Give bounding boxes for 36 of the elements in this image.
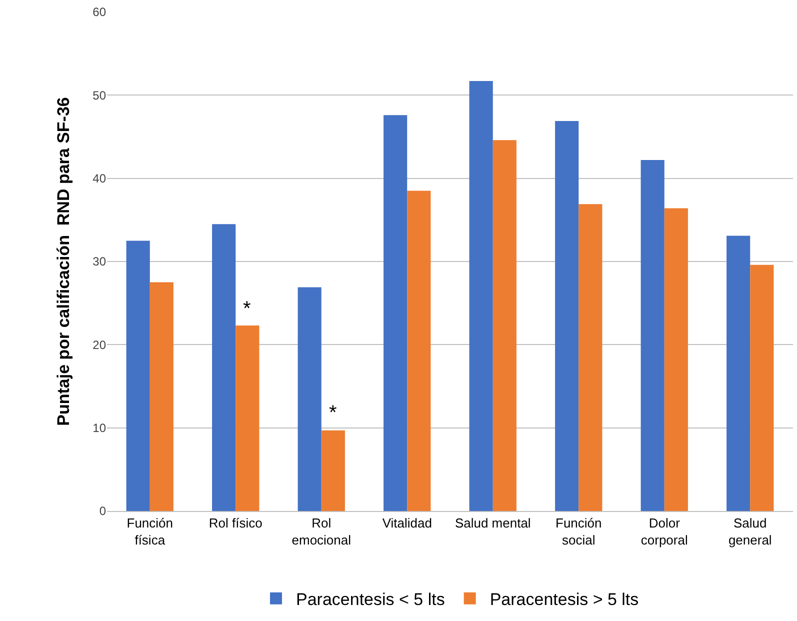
bar: [469, 81, 493, 511]
bar: [664, 208, 688, 511]
y-tick-label: 30: [92, 254, 106, 269]
x-tick-label: Función física: [126, 516, 174, 548]
x-tick-label: Rol emocional: [292, 516, 352, 548]
annotation: *: [243, 298, 251, 320]
x-tick-label: Vitalidad: [382, 516, 432, 531]
bar: [407, 190, 431, 511]
bar: [555, 120, 579, 511]
legend-label: Paracentesis < 5 lts: [296, 590, 445, 610]
y-tick-label: 20: [92, 338, 106, 352]
y-tick-label: 0: [99, 504, 106, 518]
x-tick-label: Dolor corporal: [640, 516, 688, 548]
bar: [126, 240, 150, 511]
annotation: *: [329, 402, 337, 424]
bar: [298, 287, 322, 511]
bar: [578, 204, 602, 511]
legend-label: Paracentesis > 5 lts: [490, 590, 639, 610]
bar: [492, 140, 516, 511]
y-tick-label: 10: [92, 421, 106, 436]
y-axis-title: Puntaje por calificación RND para SF-36: [54, 97, 74, 426]
bar: [750, 264, 774, 511]
bar: [321, 430, 345, 511]
x-tick-label: Función social: [556, 516, 602, 548]
bar: [640, 160, 664, 511]
y-tick-label: 60: [92, 5, 106, 20]
x-tick-label: Rol físico: [208, 516, 262, 531]
x-tick-label: Salud mental: [454, 516, 531, 531]
y-tick-label: 50: [92, 88, 106, 102]
bar: [212, 224, 236, 511]
bar: [150, 282, 174, 511]
x-tick-label: Salud general: [728, 516, 772, 548]
bar: [236, 326, 260, 511]
bar: [384, 115, 408, 511]
bar: [726, 236, 750, 511]
y-tick-label: 40: [92, 172, 106, 186]
